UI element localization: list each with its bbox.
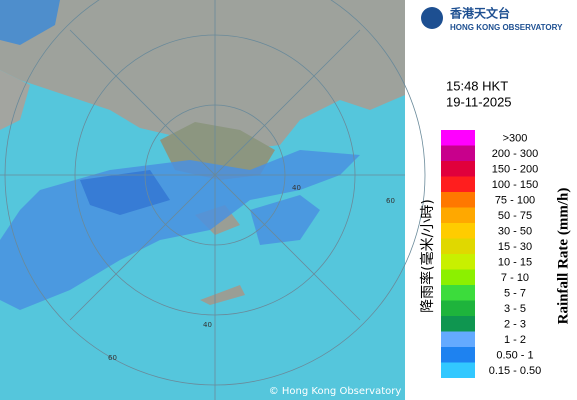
- map: 60 40 40 60 © Hong Kong Observatory: [0, 0, 426, 400]
- legend-swatch: [441, 269, 475, 285]
- legend: >300 200 - 300 150 - 200 100 - 150 75 - 100 5…: [441, 130, 541, 378]
- legend-swatch: [441, 331, 475, 347]
- legend-label: 0.15 - 0.50: [489, 365, 542, 377]
- legend-swatch: [441, 316, 475, 332]
- legend-label: 10 - 15: [498, 257, 532, 269]
- ring-label: 60: [108, 354, 117, 362]
- date: 19-11-2025: [446, 94, 512, 109]
- ring-label: 40: [203, 321, 212, 329]
- ring-label: 40: [292, 184, 301, 192]
- legend-label: >300: [503, 133, 528, 145]
- legend-label: 3 - 5: [504, 303, 526, 315]
- legend-label: 30 - 50: [498, 226, 532, 238]
- legend-label: 0.50 - 1: [496, 350, 533, 362]
- legend-swatch: [441, 238, 475, 254]
- legend-label: 15 - 30: [498, 241, 532, 253]
- logo-icon: [421, 7, 443, 29]
- legend-label: 5 - 7: [504, 288, 526, 300]
- legend-label: 1 - 2: [504, 334, 526, 346]
- legend-swatch: [441, 176, 475, 192]
- legend-label: 75 - 100: [495, 195, 535, 207]
- ring-label: 60: [386, 197, 395, 205]
- legend-swatch: [441, 192, 475, 208]
- legend-title-english: Rainfall Rate (mm/h): [555, 188, 571, 325]
- legend-label: 7 - 10: [501, 272, 529, 284]
- legend-title-chinese: 降雨率(毫米/小時): [419, 199, 436, 313]
- copyright: © Hong Kong Observatory: [269, 386, 402, 397]
- legend-swatch: [441, 223, 475, 239]
- logo-english: HONG KONG OBSERVATORY: [450, 23, 563, 32]
- legend-label: 200 - 300: [492, 148, 538, 160]
- legend-label: 100 - 150: [492, 179, 538, 191]
- logo-chinese: 香港天文台: [449, 6, 510, 21]
- legend-label: 2 - 3: [504, 319, 526, 331]
- legend-swatch: [441, 300, 475, 316]
- legend-swatch: [441, 130, 475, 146]
- legend-swatch: [441, 207, 475, 223]
- legend-swatch: [441, 347, 475, 363]
- legend-swatch: [441, 161, 475, 177]
- legend-swatch: [441, 254, 475, 270]
- time: 15:48 HKT: [446, 78, 508, 93]
- legend-swatch: [441, 285, 475, 301]
- legend-label: 150 - 200: [492, 164, 538, 176]
- legend-swatch: [441, 145, 475, 161]
- range-rings: [0, 0, 426, 400]
- legend-label: 50 - 75: [498, 210, 532, 222]
- legend-swatch: [441, 362, 475, 378]
